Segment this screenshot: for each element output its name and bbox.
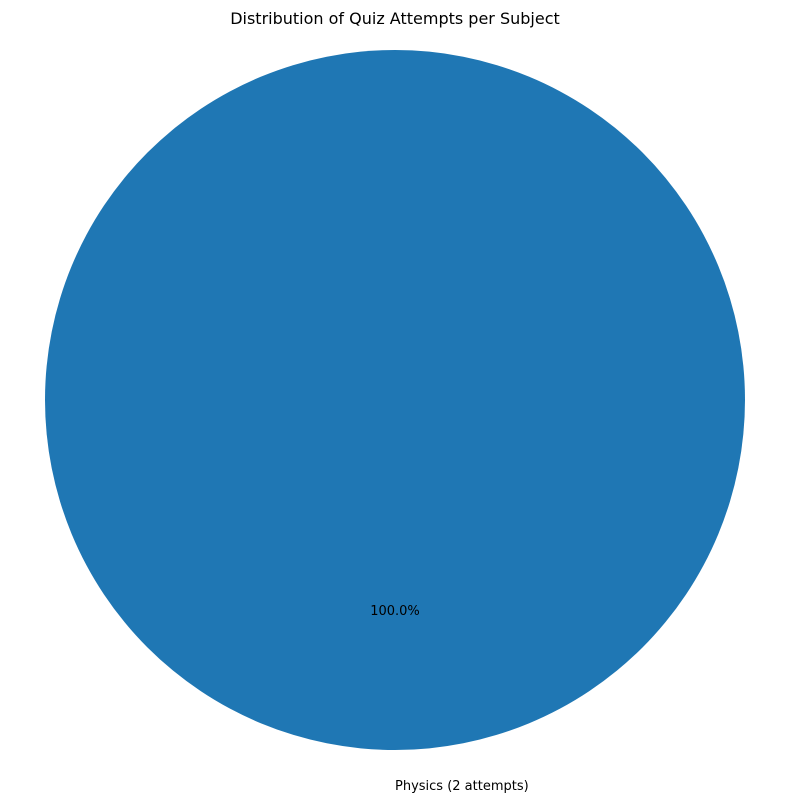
chart-title: Distribution of Quiz Attempts per Subjec…: [230, 9, 560, 28]
pie-slice: [45, 50, 745, 750]
pie-slices: [45, 50, 745, 750]
pie-labels: Physics (2 attempts) 100.0%: [370, 604, 528, 794]
percent-label: 100.0%: [370, 604, 420, 619]
slice-label: Physics (2 attempts): [395, 779, 529, 794]
